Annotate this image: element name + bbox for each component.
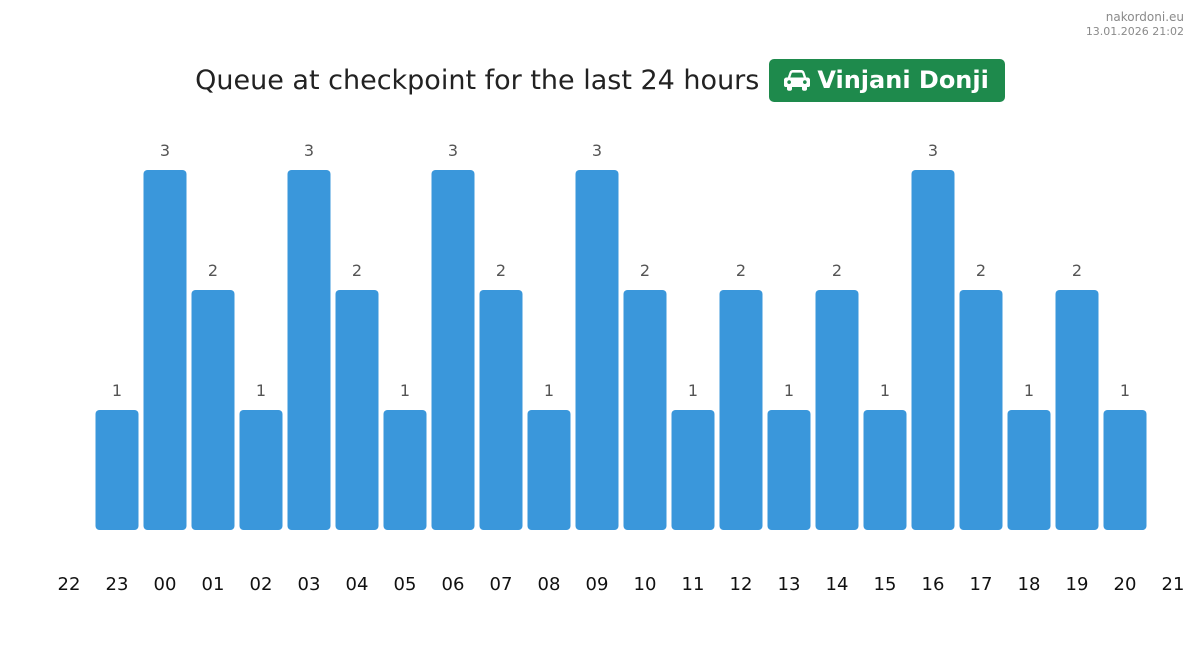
bar-value-label: 3 xyxy=(928,141,938,160)
car-icon xyxy=(784,70,811,91)
x-tick-label: 11 xyxy=(682,574,705,595)
x-tick-label: 01 xyxy=(202,574,225,595)
bar[interactable] xyxy=(95,410,139,530)
bar[interactable] xyxy=(335,290,379,530)
x-tick-label: 05 xyxy=(394,574,417,595)
x-tick-label: 23 xyxy=(106,574,129,595)
bar[interactable] xyxy=(527,410,571,530)
bar-value-label: 1 xyxy=(256,381,266,400)
x-tick-label: 00 xyxy=(154,574,177,595)
x-tick-label: 15 xyxy=(874,574,897,595)
bar-value-label: 1 xyxy=(544,381,554,400)
x-tick-label: 09 xyxy=(586,574,609,595)
bar[interactable] xyxy=(1055,290,1099,530)
bar[interactable] xyxy=(623,290,667,530)
x-tick-label: 02 xyxy=(250,574,273,595)
checkpoint-badge[interactable]: Vinjani Donji xyxy=(769,58,1005,102)
bar-value-label: 2 xyxy=(736,261,746,280)
bar[interactable] xyxy=(911,170,955,530)
bar-value-label: 2 xyxy=(832,261,842,280)
x-tick-label: 18 xyxy=(1018,574,1041,595)
bar-value-label: 2 xyxy=(976,261,986,280)
bar-value-label: 1 xyxy=(1024,381,1034,400)
bar[interactable] xyxy=(239,410,283,530)
bar-value-label: 1 xyxy=(1120,381,1130,400)
x-tick-label: 10 xyxy=(634,574,657,595)
bar[interactable] xyxy=(959,290,1003,530)
bar-value-label: 1 xyxy=(688,381,698,400)
bar[interactable] xyxy=(1007,410,1051,530)
watermark-site: nakordoni.eu xyxy=(1105,10,1184,24)
x-tick-label: 04 xyxy=(346,574,369,595)
bar[interactable] xyxy=(383,410,427,530)
bar-value-label: 2 xyxy=(496,261,506,280)
bar[interactable] xyxy=(479,290,523,530)
watermark-timestamp: 13.01.2026 21:02 xyxy=(1085,25,1184,38)
x-tick-label: 07 xyxy=(490,574,513,595)
x-tick-label: 06 xyxy=(442,574,465,595)
x-tick-label: 16 xyxy=(922,574,945,595)
chart-title: Queue at checkpoint for the last 24 hour… xyxy=(195,64,760,96)
bar-value-label: 2 xyxy=(208,261,218,280)
bar[interactable] xyxy=(575,170,619,530)
bar[interactable] xyxy=(815,290,859,530)
x-tick-label: 08 xyxy=(538,574,561,595)
bar-value-label: 1 xyxy=(400,381,410,400)
bar[interactable] xyxy=(431,170,475,530)
bar-value-label: 3 xyxy=(448,141,458,160)
x-tick-label: 17 xyxy=(970,574,993,595)
x-tick-label: 22 xyxy=(58,574,81,595)
x-tick-label: 14 xyxy=(826,574,849,595)
bar[interactable] xyxy=(671,410,715,530)
bar-value-label: 2 xyxy=(352,261,362,280)
bar[interactable] xyxy=(143,170,187,530)
bar[interactable] xyxy=(287,170,331,530)
bar-value-label: 1 xyxy=(784,381,794,400)
bar[interactable] xyxy=(719,290,763,530)
bar[interactable] xyxy=(191,290,235,530)
x-tick-label: 03 xyxy=(298,574,321,595)
x-tick-label: 13 xyxy=(778,574,801,595)
bar[interactable] xyxy=(1103,410,1147,530)
bar-value-label: 1 xyxy=(880,381,890,400)
watermark: nakordoni.eu 13.01.2026 21:02 xyxy=(1086,9,1184,39)
x-tick-label: 19 xyxy=(1066,574,1089,595)
bar-value-label: 2 xyxy=(1072,261,1082,280)
bar-value-label: 3 xyxy=(592,141,602,160)
x-tick-label: 12 xyxy=(730,574,753,595)
bar-value-label: 3 xyxy=(304,141,314,160)
bar-value-label: 1 xyxy=(112,381,122,400)
chart-header: Queue at checkpoint for the last 24 hour… xyxy=(0,58,1200,102)
bar[interactable] xyxy=(863,410,907,530)
x-tick-label: 21 xyxy=(1162,574,1185,595)
bar-value-label: 2 xyxy=(640,261,650,280)
x-tick-label: 20 xyxy=(1114,574,1137,595)
bar[interactable] xyxy=(767,410,811,530)
checkpoint-name: Vinjani Donji xyxy=(817,66,989,94)
bar-value-label: 3 xyxy=(160,141,170,160)
